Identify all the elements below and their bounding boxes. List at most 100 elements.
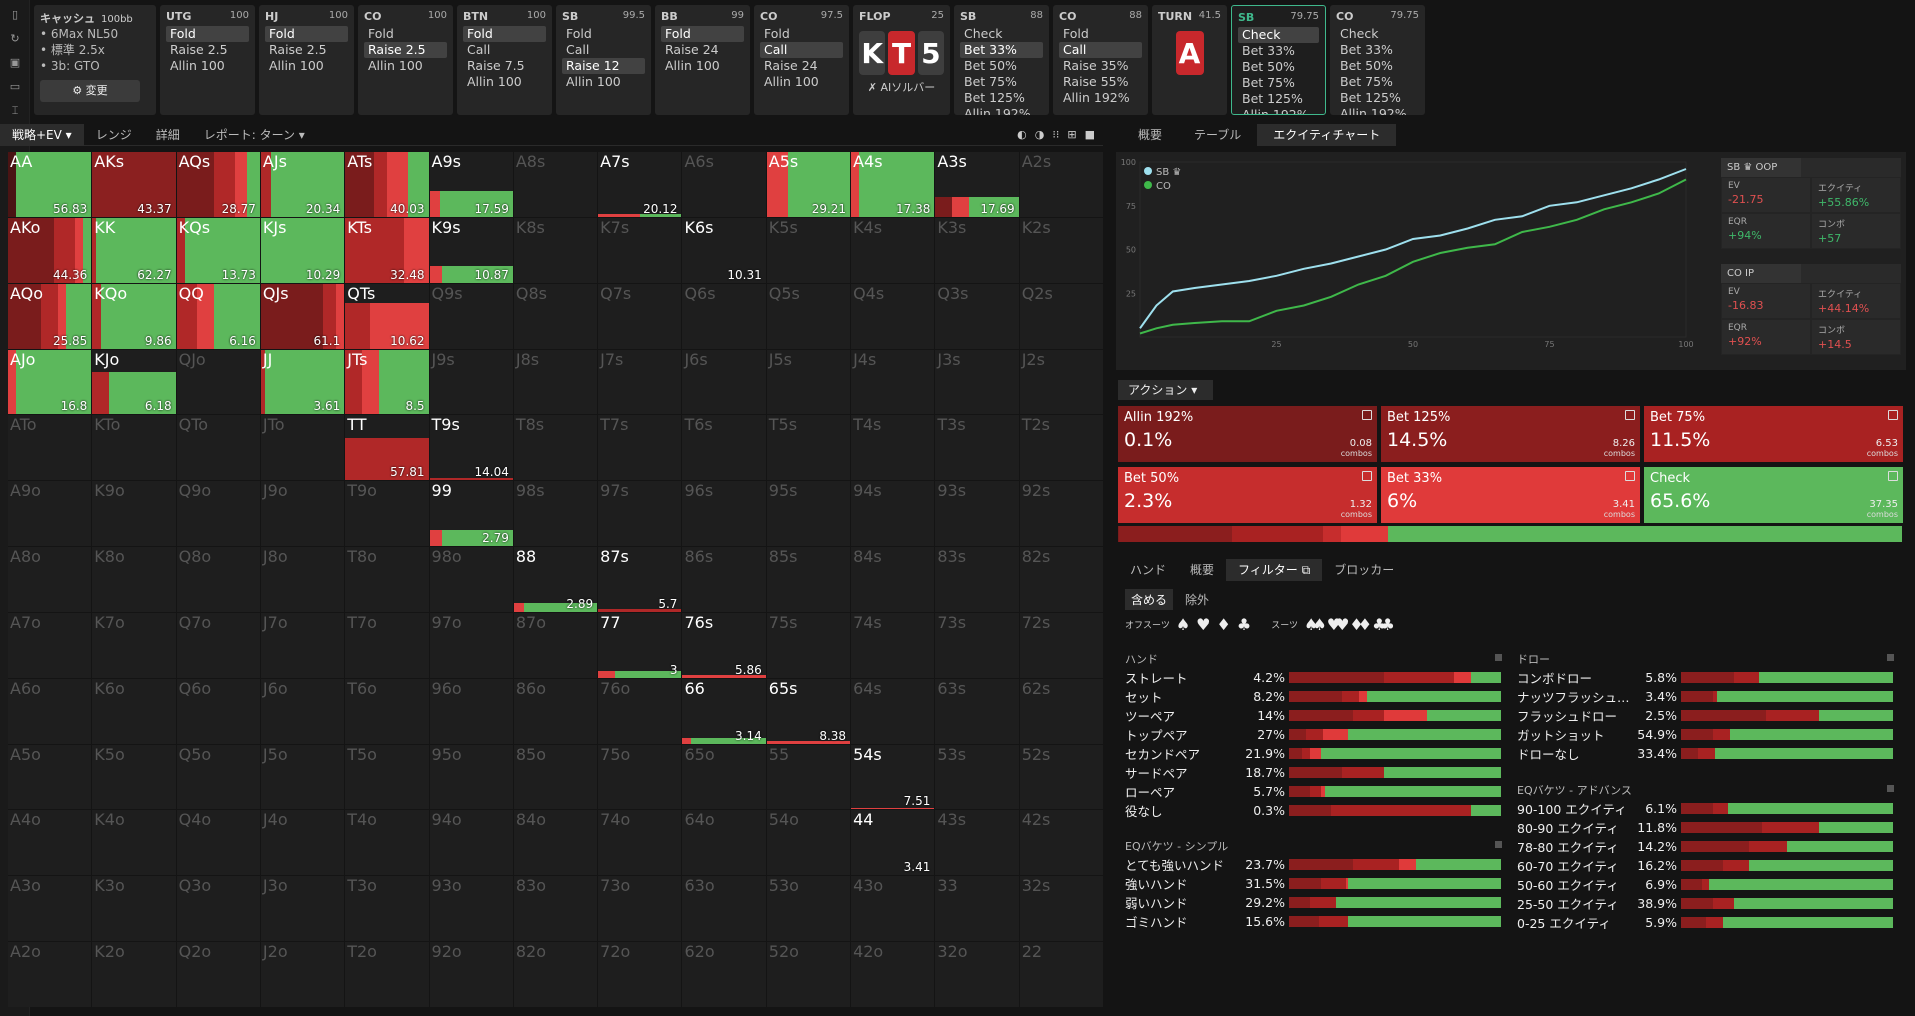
hand-cell[interactable]: 92o	[429, 942, 513, 1007]
action-option[interactable]: Fold	[764, 26, 790, 41]
hand-cell[interactable]: 62s	[1019, 678, 1103, 744]
hand-cell[interactable]: 65o	[682, 744, 766, 810]
hand-cell[interactable]: 52o	[766, 942, 851, 1007]
action-option[interactable]: Call	[760, 42, 843, 58]
expand-icon[interactable]	[1888, 410, 1898, 420]
expand-icon[interactable]	[1625, 471, 1635, 481]
hand-cell[interactable]: K2o	[92, 942, 176, 1007]
hand-cell[interactable]: Q4o	[176, 810, 260, 876]
hand-cell[interactable]: Q6s	[682, 283, 766, 349]
view-mode-icon[interactable]: ⊞	[1067, 128, 1077, 141]
hand-cell[interactable]: 85o	[513, 744, 598, 810]
hand-cell[interactable]: 53s	[935, 744, 1019, 810]
bottom-tab[interactable]: 概要	[1190, 563, 1215, 577]
action-option[interactable]: Fold	[368, 26, 394, 41]
hand-cell[interactable]: T3o	[345, 876, 429, 942]
action-option[interactable]: Bet 125%	[1242, 91, 1303, 106]
view-mode-icon[interactable]: ⁝⁝	[1052, 128, 1060, 141]
hand-cell[interactable]: 97s	[598, 481, 682, 547]
section-toggle-icon[interactable]	[1887, 785, 1894, 792]
hand-cell[interactable]: T5s	[766, 415, 851, 481]
main-tab[interactable]: 詳細	[155, 127, 180, 142]
hand-cell[interactable]: 43s	[935, 810, 1019, 876]
hand-cell[interactable]: QTo	[176, 415, 260, 481]
hand-cell[interactable]: 64o	[682, 810, 766, 876]
filter-row[interactable]: 0-25 エクイティ 5.9%	[1517, 914, 1893, 931]
filter-row[interactable]: ローペア 5.7%	[1125, 783, 1501, 800]
hand-cell[interactable]: T6s	[682, 415, 766, 481]
filter-row[interactable]: 80-90 エクイティ 11.8%	[1517, 819, 1893, 836]
action-option[interactable]: Call	[566, 42, 590, 57]
save-icon[interactable]: ▣	[9, 56, 21, 69]
filter-row[interactable]: 強いハンド 31.5%	[1125, 875, 1501, 892]
hand-cell[interactable]: KK 62.27	[92, 217, 176, 283]
hand-cell[interactable]: K4s	[851, 217, 935, 283]
spade-icon[interactable]: ♠	[1175, 615, 1191, 634]
action-option[interactable]: Allin 100	[566, 74, 621, 89]
action-option[interactable]: Fold	[265, 26, 348, 42]
action-box[interactable]: Bet 50% 2.3% 1.32 combos	[1118, 467, 1377, 523]
action-option[interactable]: Allin 192%	[964, 106, 1031, 115]
action-option[interactable]: Bet 50%	[964, 58, 1017, 73]
hand-cell[interactable]: K7s	[598, 217, 682, 283]
hand-cell[interactable]: AKo 44.36	[8, 217, 92, 283]
main-tab[interactable]: レンジ	[95, 127, 132, 142]
hand-cell[interactable]: 95o	[429, 744, 513, 810]
hand-cell[interactable]: 87s 5.7	[598, 547, 682, 612]
hand-cell[interactable]: A9s 17.59	[429, 152, 513, 217]
hand-cell[interactable]: Q6o	[176, 678, 260, 744]
hand-cell[interactable]: 72o	[598, 942, 682, 1007]
action-option[interactable]: Fold	[1063, 26, 1089, 41]
hand-cell[interactable]: Q8s	[513, 283, 598, 349]
history-icon[interactable]: ↻	[10, 32, 20, 45]
double-heart-icon[interactable]: ♥♥	[1326, 615, 1350, 634]
hand-cell[interactable]: J5s	[766, 349, 851, 415]
hand-cell[interactable]: J6s	[682, 349, 766, 415]
hand-cell[interactable]: QTs 10.62	[345, 283, 429, 349]
hand-cell[interactable]: KQo 9.86	[92, 283, 176, 349]
hand-cell[interactable]: J8o	[260, 547, 345, 612]
hand-cell[interactable]: A2o	[8, 942, 92, 1007]
hand-cell[interactable]: 64s	[851, 678, 935, 744]
hand-cell[interactable]: KJo 6.18	[92, 349, 176, 415]
hand-cell[interactable]: 33	[935, 876, 1019, 942]
hand-cell[interactable]: T2s	[1019, 415, 1103, 481]
hand-cell[interactable]: J9s	[429, 349, 513, 415]
action-option[interactable]: Check	[964, 26, 1003, 41]
hand-cell[interactable]: 84o	[513, 810, 598, 876]
hand-cell[interactable]: 86s	[682, 547, 766, 612]
right-tab[interactable]: エクイティチャート	[1257, 124, 1397, 146]
action-box[interactable]: Bet 125% 14.5% 8.26 combos	[1381, 406, 1640, 462]
hand-cell[interactable]: Q3s	[935, 283, 1019, 349]
hand-cell[interactable]: AA 56.83	[8, 152, 92, 217]
hand-cell[interactable]: 55	[766, 744, 851, 810]
hand-cell[interactable]: A6o	[8, 678, 92, 744]
action-box[interactable]: Check 65.6% 37.35 combos	[1644, 467, 1903, 523]
diamond-icon[interactable]: ♦	[1216, 615, 1231, 634]
hand-cell[interactable]: T5o	[345, 744, 429, 810]
double-diamond-icon[interactable]: ♦♦	[1349, 615, 1372, 634]
hand-cell[interactable]: JTs 8.5	[345, 349, 429, 415]
action-option[interactable]: Bet 33%	[1242, 43, 1295, 58]
hand-cell[interactable]: 87o	[513, 612, 598, 678]
hand-cell[interactable]: 44 3.41	[851, 810, 935, 876]
bottom-tab[interactable]: フィルター ⧉	[1226, 559, 1323, 581]
hand-cell[interactable]: A2s	[1019, 152, 1103, 217]
action-box[interactable]: Bet 33% 6% 3.41 combos	[1381, 467, 1640, 523]
hand-cell[interactable]: J3o	[260, 876, 345, 942]
action-option[interactable]: Call	[1059, 42, 1142, 58]
action-option[interactable]: Bet 50%	[1242, 59, 1295, 74]
board-card[interactable]: T	[888, 31, 915, 75]
filter-row[interactable]: 50-60 エクイティ 6.9%	[1517, 876, 1893, 893]
hand-cell[interactable]: J4s	[851, 349, 935, 415]
action-option[interactable]: Raise 35%	[1063, 58, 1129, 73]
filter-row[interactable]: 弱いハンド 29.2%	[1125, 894, 1501, 911]
hand-cell[interactable]: K6s 10.31	[682, 217, 766, 283]
hand-cell[interactable]: 22	[1019, 942, 1103, 1007]
hand-cell[interactable]: K8s	[513, 217, 598, 283]
hand-cell[interactable]: 77 3	[598, 612, 682, 678]
hand-cell[interactable]: 86o	[513, 678, 598, 744]
hand-cell[interactable]: Q8o	[176, 547, 260, 612]
action-option[interactable]: Bet 33%	[960, 42, 1043, 58]
hand-cell[interactable]: Q7o	[176, 612, 260, 678]
